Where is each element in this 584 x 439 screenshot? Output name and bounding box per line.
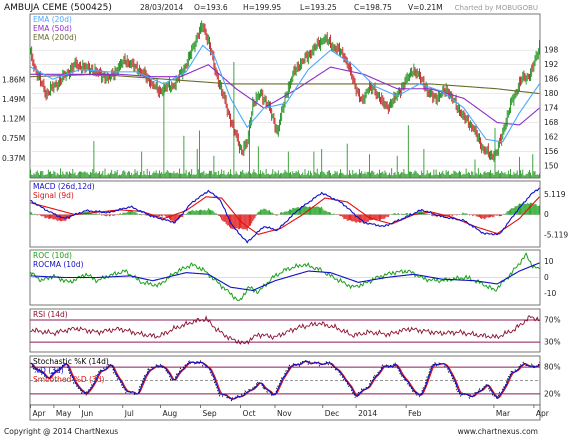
- stoch-smoothed-d-line: [30, 360, 540, 400]
- roc-line: [30, 252, 540, 301]
- x-tick-11: Mar: [496, 409, 511, 418]
- x-tick-9: 2014: [358, 409, 377, 418]
- high-label: H=199.95: [243, 3, 281, 12]
- chart-title: AMBUJA CEME (500425): [4, 3, 112, 13]
- rsi-tick-0: 70%: [544, 316, 561, 325]
- ema20-line: [30, 44, 540, 143]
- x-tick-10: Feb: [408, 409, 422, 418]
- stoch-tick-1: 20%: [544, 389, 561, 398]
- stoch-d-line: [30, 360, 540, 400]
- price-tick-3: 168: [544, 118, 559, 127]
- footer-url: www.chartnexus.com: [458, 427, 538, 436]
- roc-tick-1: 0: [544, 273, 549, 282]
- rocma-line: [30, 262, 540, 292]
- price-tick-7: 192: [544, 60, 559, 69]
- price-legend-0: EMA (20d): [33, 15, 72, 24]
- rsi-line: [30, 315, 540, 345]
- volume-label: V=0.21M: [408, 3, 443, 12]
- stoch-legend-2: Smoothed %D (3d): [33, 375, 104, 384]
- x-tick-5: Sep: [203, 409, 217, 418]
- price-tick-2: 162: [544, 133, 559, 142]
- rsi-legend-0: RSI (14d): [33, 310, 68, 319]
- date-label: 28/03/2014: [140, 3, 183, 12]
- ema50-line: [30, 64, 540, 126]
- macd-line: [30, 187, 540, 244]
- price-legend-2: EMA (200d): [33, 33, 77, 42]
- x-tick-4: Aug: [163, 409, 178, 418]
- rsi-tick-1: 30%: [544, 338, 561, 347]
- x-tick-0: Apr: [33, 409, 47, 418]
- price-tick-8: 198: [544, 46, 559, 55]
- roc-tick-0: 10: [544, 257, 554, 266]
- volume-tick-1: 1.49M: [2, 95, 25, 104]
- volume-tick-3: 0.75M: [2, 134, 25, 143]
- price-tick-4: 174: [544, 104, 559, 113]
- volume-tick-0: 1.86M: [2, 75, 25, 84]
- price-legend-1: EMA (50d): [33, 24, 72, 33]
- stoch-k-line: [30, 359, 540, 402]
- open-label: O=193.6: [194, 3, 228, 12]
- stoch-legend-0: Stochastic %K (14d): [33, 357, 109, 366]
- stoch-legend-1: %D (3d): [33, 366, 64, 375]
- copyright: Copyright @ 2014 ChartNexus: [4, 427, 118, 436]
- macd-tick-1: 0: [544, 210, 549, 219]
- x-tick-8: Dec: [325, 409, 340, 418]
- volume-bars: [30, 61, 540, 178]
- macd-histogram: [30, 202, 540, 231]
- roc-tick-2: -10: [544, 289, 556, 298]
- x-tick-7: Nov: [277, 409, 292, 418]
- price-tick-6: 186: [544, 75, 559, 84]
- macd-tick-0: 5.119: [544, 190, 566, 199]
- volume-tick-4: 0.37M: [2, 154, 25, 163]
- x-tick-12: Apr: [536, 409, 550, 418]
- x-axis: [29, 404, 541, 421]
- x-tick-6: Oct: [243, 409, 256, 418]
- x-tick-1: May: [56, 409, 72, 418]
- price-tick-1: 156: [544, 147, 559, 156]
- macd-legend-0: MACD (26d,12d): [33, 182, 95, 191]
- macd-tick-2: -5.119: [544, 230, 568, 239]
- price-tick-5: 180: [544, 89, 559, 98]
- low-label: L=193.25: [300, 3, 337, 12]
- x-tick-3: Jul: [124, 409, 134, 418]
- x-tick-2: Jun: [80, 409, 93, 418]
- close-label: C=198.75: [354, 3, 392, 12]
- panels: 150 156 162 168 174 180 186 192 198 1.86M 1.49M 1.1…: [2, 13, 568, 421]
- price-tick-0: 150: [544, 161, 559, 170]
- macd-legend-1: Signal (9d): [33, 191, 74, 200]
- charted-by: Charted by MOBUGOBU: [455, 4, 538, 12]
- volume-tick-2: 1.12M: [2, 114, 25, 123]
- candles: [30, 20, 540, 162]
- stoch-tick-0: 80%: [544, 363, 561, 372]
- ema200-line: [30, 73, 540, 95]
- roc-legend-1: ROCMA (10d): [33, 260, 84, 269]
- roc-legend-0: ROC (10d): [33, 251, 72, 260]
